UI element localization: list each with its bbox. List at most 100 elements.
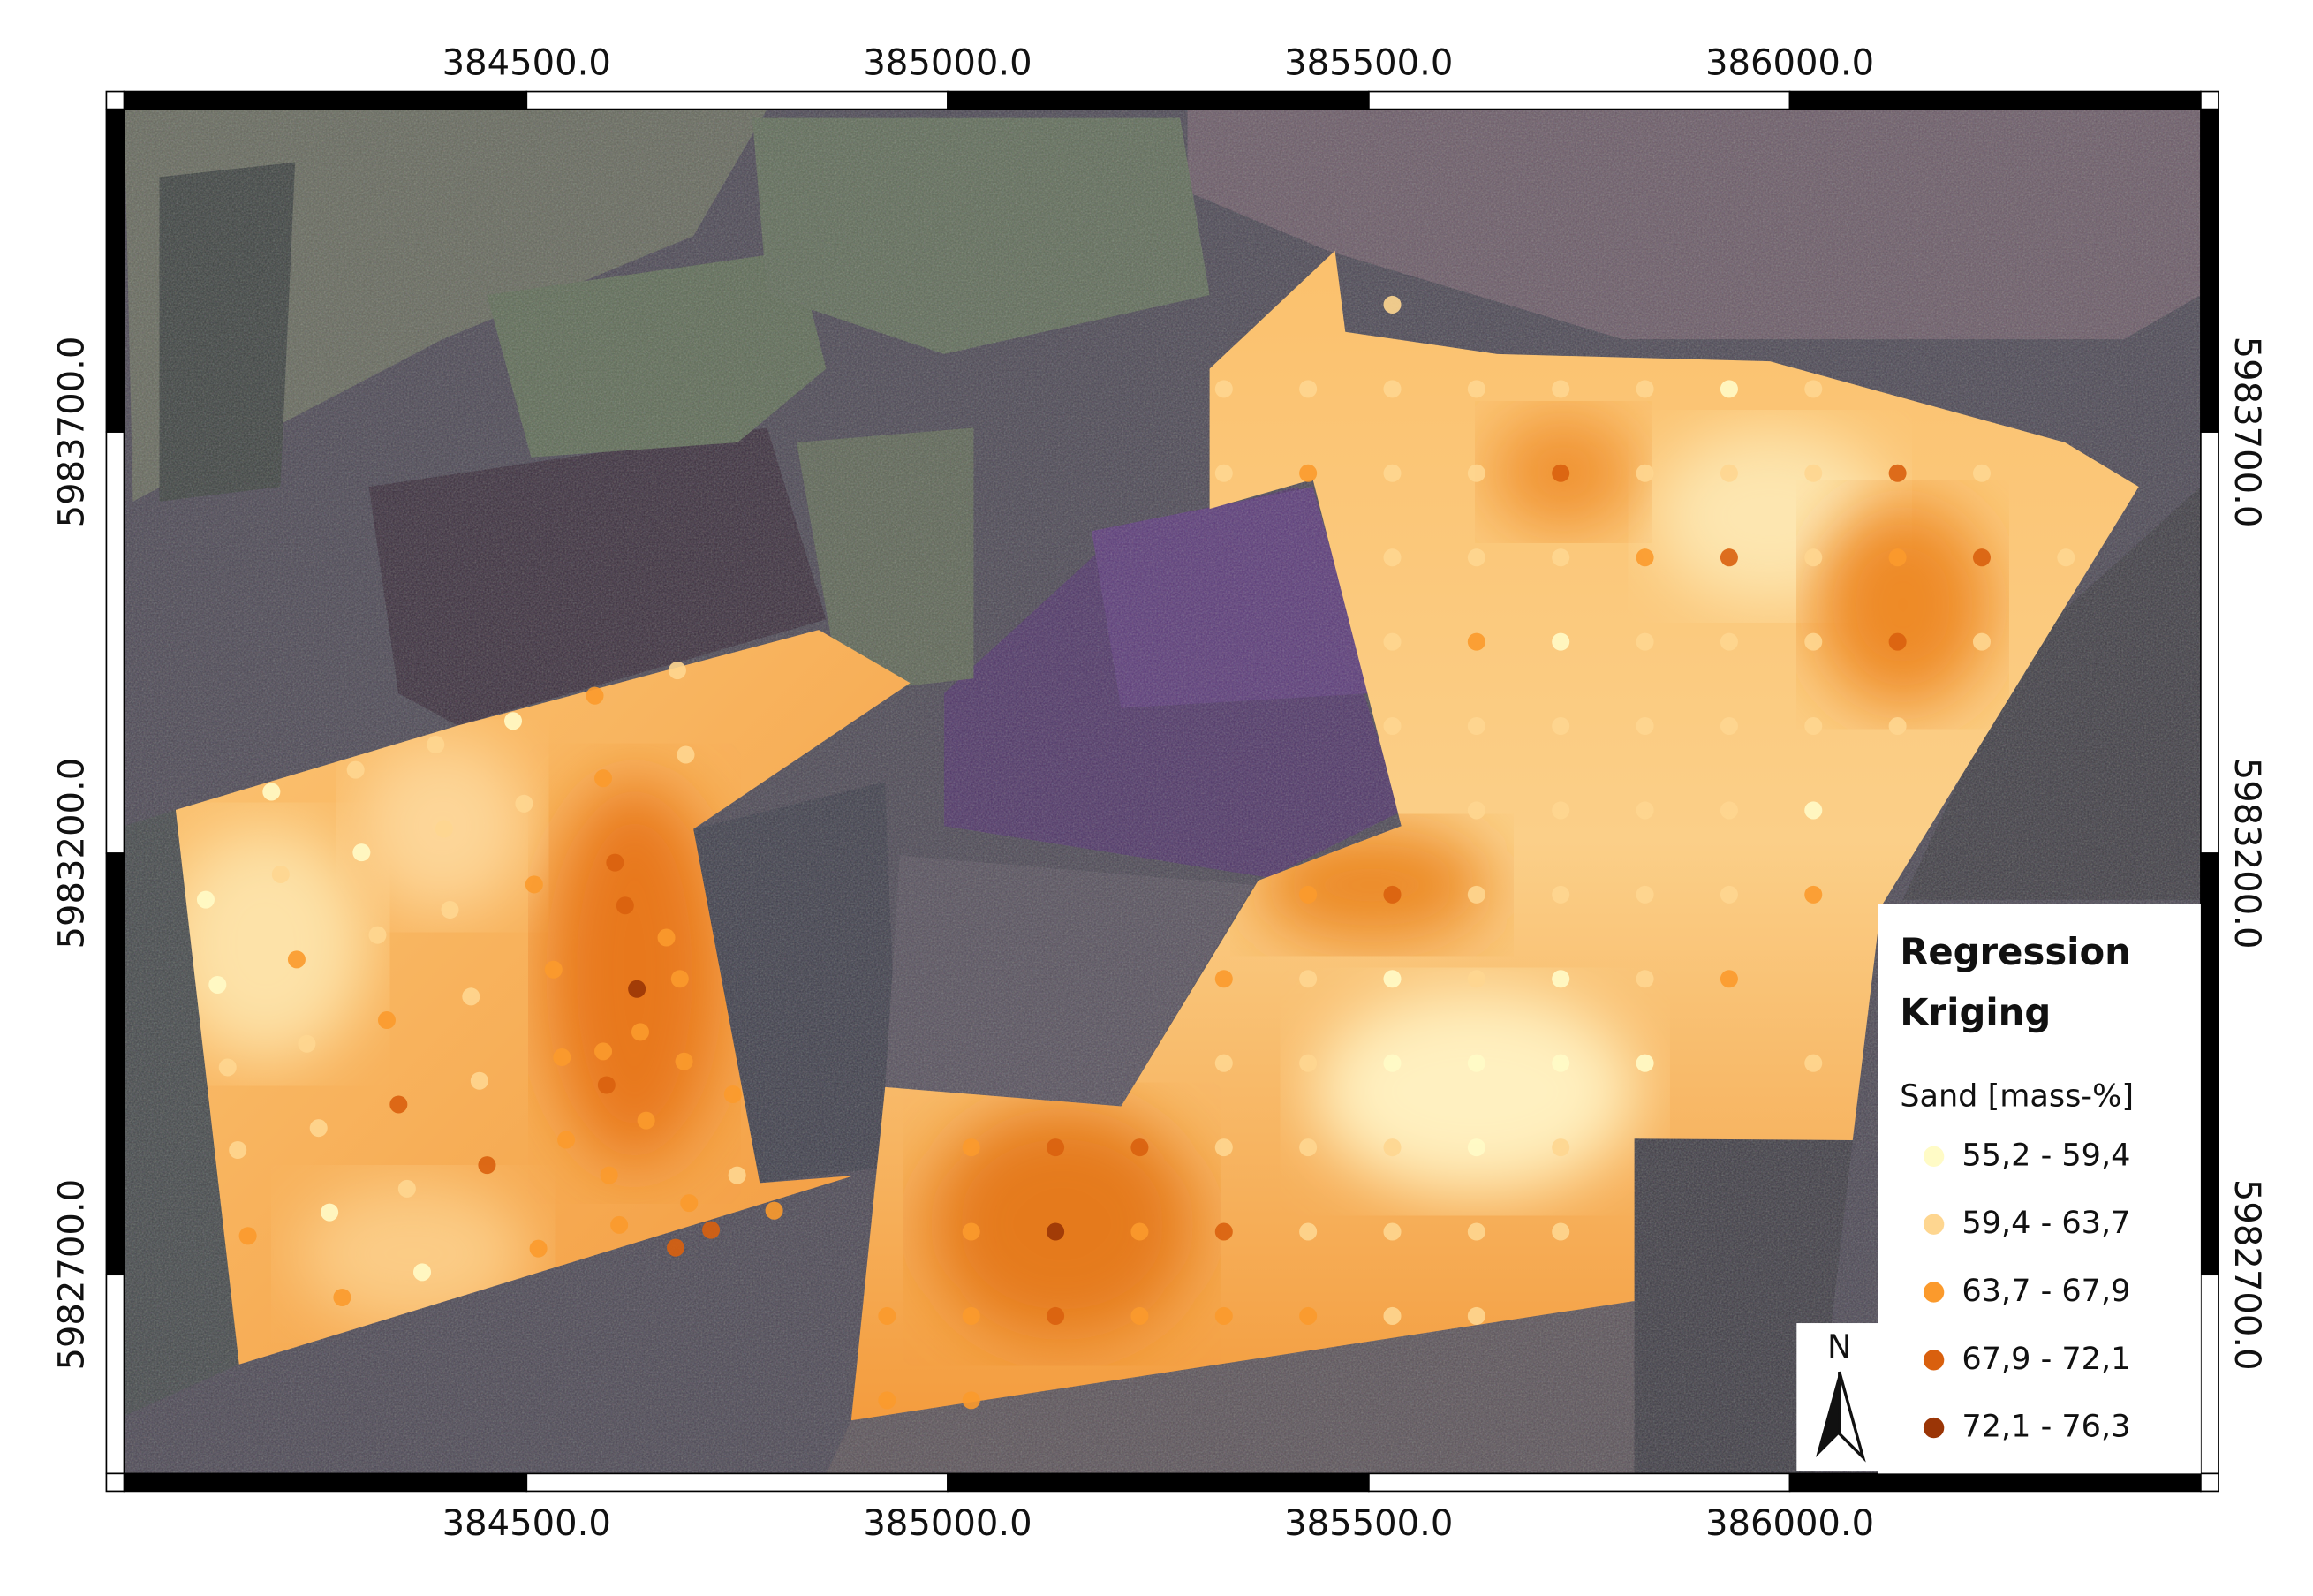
- sample-point: [1804, 548, 1823, 567]
- sample-point: [1299, 380, 1318, 398]
- sample-point: [1804, 1054, 1823, 1072]
- legend-swatch: [1923, 1282, 1945, 1303]
- sample-point: [668, 662, 686, 680]
- sample-point: [553, 1048, 571, 1067]
- sample-point: [878, 1391, 896, 1410]
- legend-label: 59,4 - 63,7: [1962, 1205, 2130, 1241]
- sample-point: [1383, 464, 1402, 482]
- sample-point: [1804, 717, 1823, 736]
- sample-point: [765, 1201, 783, 1220]
- sample-point: [321, 1203, 339, 1222]
- sample-point: [610, 1215, 629, 1234]
- sample-point: [352, 843, 371, 862]
- sample-point: [1383, 1138, 1402, 1157]
- sample-point: [878, 1306, 896, 1325]
- frame-segment: [1788, 90, 2202, 110]
- sample-point: [503, 712, 523, 730]
- sample-point: [218, 1058, 237, 1077]
- sample-point: [1383, 548, 1402, 567]
- sample-point: [1636, 970, 1654, 988]
- sample-point: [1130, 1222, 1149, 1241]
- legend-subtitle: Sand [mass-%]: [1900, 1078, 2134, 1115]
- frame-segment: [105, 1274, 125, 1475]
- sample-point: [1299, 970, 1318, 988]
- sample-point: [597, 1076, 616, 1094]
- map-frame: 384500.0 384500.0 385000.0 385000.0 385500.0…: [52, 42, 2267, 1543]
- sample-point: [1467, 1306, 1485, 1325]
- legend-swatch: [1923, 1417, 1945, 1439]
- sample-point: [1888, 548, 1907, 567]
- x-tick-label-top: 386000.0: [1705, 42, 1874, 83]
- sample-point: [333, 1288, 351, 1306]
- sample-point: [1552, 717, 1570, 736]
- sample-point: [1636, 632, 1654, 651]
- sample-point: [1888, 632, 1907, 651]
- sample-point: [389, 1095, 408, 1114]
- sample-point: [557, 1131, 576, 1149]
- sample-point: [1214, 1138, 1233, 1157]
- sample-point: [1467, 885, 1485, 904]
- sample-point: [435, 820, 453, 838]
- sample-point: [271, 865, 290, 883]
- sample-point: [208, 975, 227, 994]
- frame-segment: [947, 90, 1370, 110]
- sample-point: [1467, 970, 1485, 988]
- sample-point: [1467, 548, 1485, 567]
- sample-point: [287, 950, 306, 969]
- legend-label: 63,7 - 67,9: [1962, 1273, 2130, 1309]
- sample-point: [1383, 717, 1402, 736]
- sample-point: [637, 1111, 655, 1130]
- sample-point: [1299, 1222, 1318, 1241]
- sample-point: [298, 1034, 316, 1053]
- sample-point: [1804, 885, 1823, 904]
- sample-point: [1383, 885, 1402, 904]
- legend-label: 72,1 - 76,3: [1962, 1409, 2130, 1445]
- sample-point: [196, 890, 215, 909]
- sample-point: [1467, 380, 1485, 398]
- sample-point: [1383, 1306, 1402, 1325]
- sample-point: [1467, 1054, 1485, 1072]
- frame-segment: [2200, 1274, 2219, 1475]
- north-arrow-right: [1838, 1371, 1866, 1463]
- north-arrow-left: [1816, 1372, 1840, 1458]
- y-tick-label-right: 5983700.0: [2226, 337, 2267, 528]
- sample-point: [1972, 632, 1991, 651]
- sample-point: [1804, 632, 1823, 651]
- sample-points: [196, 295, 2075, 1410]
- x-tick-label-bottom: 385500.0: [1284, 1503, 1453, 1544]
- frame-segment: [105, 852, 125, 1276]
- sample-point: [670, 970, 689, 988]
- legend-title: Regression: [1900, 930, 2131, 973]
- legend-swatch: [1923, 1350, 1945, 1371]
- sample-point: [680, 1194, 699, 1213]
- frame-corner: [2200, 1472, 2219, 1493]
- sample-point: [309, 1119, 328, 1138]
- sample-point: [594, 1042, 613, 1061]
- frame-corner: [105, 1472, 125, 1493]
- frame-segment: [105, 431, 125, 854]
- sample-point: [606, 853, 624, 872]
- sample-point: [962, 1391, 980, 1410]
- sample-point: [441, 901, 459, 919]
- sample-point: [544, 960, 563, 979]
- legend-label: 55,2 - 59,4: [1962, 1137, 2130, 1173]
- frame-segment: [2200, 431, 2219, 854]
- sample-point: [368, 926, 387, 944]
- sample-point: [1972, 548, 1991, 567]
- x-tick-label-bottom: 385000.0: [863, 1503, 1032, 1544]
- frame-segment: [1788, 1472, 2202, 1493]
- sample-point: [529, 1239, 548, 1258]
- sample-point: [1383, 1222, 1402, 1241]
- sample-point: [1720, 970, 1738, 988]
- sample-point: [1047, 1138, 1065, 1157]
- y-tick-label-right: 5982700.0: [2226, 1179, 2267, 1371]
- sample-point: [1383, 970, 1402, 988]
- sample-point: [515, 794, 533, 813]
- x-tick-label-top: 384500.0: [442, 42, 611, 83]
- sample-point: [1383, 380, 1402, 398]
- sample-point: [397, 1179, 416, 1198]
- north-label: N: [1827, 1327, 1851, 1365]
- sample-point: [1552, 1222, 1570, 1241]
- sample-point: [1636, 380, 1654, 398]
